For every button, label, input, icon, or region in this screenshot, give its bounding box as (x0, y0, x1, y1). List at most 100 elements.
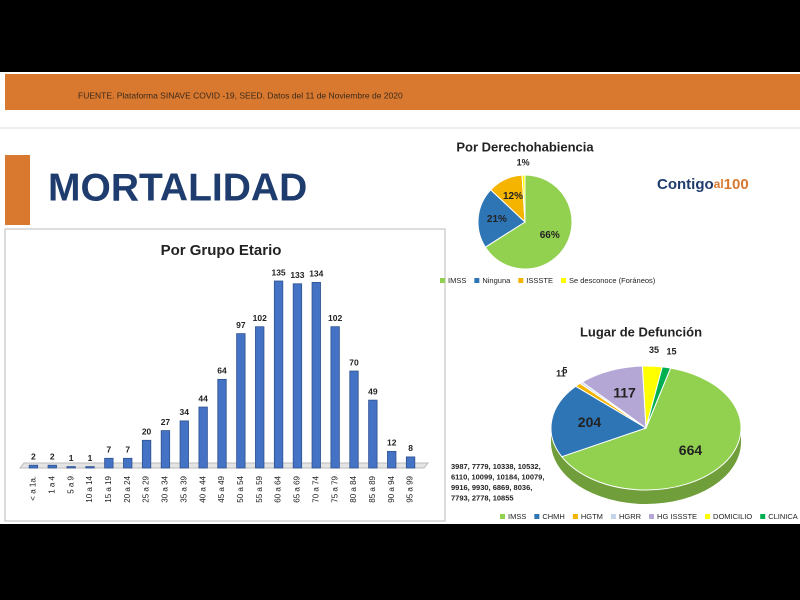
x-tick-label: 45 a 49 (217, 475, 226, 502)
data-label: 44 (198, 393, 208, 403)
x-tick-label: 75 a 79 (330, 475, 339, 502)
bar (198, 406, 208, 469)
x-tick-label: 90 a 94 (387, 475, 396, 502)
bar (387, 450, 397, 469)
legend-label: DOMICILIO (713, 512, 752, 521)
legend-label: Se desconoce (Foráneos) (569, 276, 656, 285)
chart-frame (4, 228, 446, 522)
legend-swatch (474, 278, 480, 283)
x-tick-label: < a 1a. (29, 476, 38, 501)
legend-swatch (440, 278, 445, 283)
legend-label: Ninguna (482, 276, 511, 285)
x-tick-label: 65 a 69 (293, 475, 302, 502)
source-text: FUENTE. Plataforma SINAVE COVID -19, SEE… (78, 90, 403, 100)
data-label: 11 (556, 368, 566, 378)
x-tick-label: 50 a 54 (236, 475, 245, 502)
bar (28, 464, 39, 469)
x-tick-label: 40 a 44 (198, 475, 207, 502)
x-tick-label: 20 a 24 (123, 475, 132, 502)
logo-part: al (714, 177, 724, 191)
pie-slice (560, 367, 742, 491)
bar (330, 326, 340, 469)
legend-label: ISSSTE (526, 276, 553, 285)
data-label: 5 (562, 366, 567, 376)
pie-slice (645, 366, 672, 429)
legend-swatch (649, 514, 655, 519)
data-label: 2 (50, 451, 55, 461)
data-label: 34 (180, 407, 190, 417)
bar (349, 370, 359, 469)
bar (292, 283, 303, 469)
bar (85, 466, 95, 469)
logo: Contigoal100 (657, 176, 749, 193)
legend-label: HGRR (619, 512, 642, 521)
data-label: 7 (125, 445, 130, 455)
data-label: 135 (271, 267, 285, 277)
bar (141, 439, 152, 469)
bar (236, 333, 246, 469)
pie-slice (484, 174, 573, 270)
bar (104, 457, 114, 469)
legend-swatch (518, 278, 524, 283)
title-accent (5, 155, 30, 225)
pie-slice (521, 174, 526, 223)
annotation: 9916, 9930, 6869, 8036, (451, 483, 532, 492)
data-label: 8 (408, 443, 413, 453)
pie-slice (581, 365, 647, 430)
bar (160, 430, 171, 469)
logo-part: Contigo (657, 176, 714, 193)
annotation: 6110, 10099, 10184, 10079, (451, 472, 544, 481)
data-label: 20 (142, 427, 152, 437)
legend-swatch (610, 514, 616, 519)
bar (47, 464, 57, 469)
x-tick-label: 5 a 9 (66, 475, 75, 493)
data-label: 102 (328, 313, 342, 323)
chart-title: Por Derechohabiencia (456, 139, 594, 154)
legend-swatch (534, 514, 540, 519)
data-label: 97 (236, 320, 246, 330)
legend-swatch (500, 514, 505, 519)
data-label: 7 (106, 445, 111, 455)
data-label: 664 (679, 442, 703, 458)
data-label: 133 (290, 270, 304, 280)
legend-label: HGTM (581, 512, 603, 521)
x-tick-label: 85 a 89 (368, 475, 377, 502)
slide-title: MORTALIDAD (48, 166, 307, 209)
data-label: 1% (517, 158, 530, 168)
data-label: 70 (349, 357, 359, 367)
pie-slice (550, 385, 648, 458)
data-label: 102 (253, 313, 267, 323)
legend-swatch (705, 514, 711, 519)
x-tick-label: 10 a 14 (85, 475, 94, 502)
x-tick-label: 15 a 19 (104, 475, 113, 502)
header-band (5, 74, 800, 110)
legend-label: HG ISSSTE (657, 512, 697, 521)
logo-part: 100 (724, 176, 749, 193)
bar (217, 378, 227, 469)
bar (273, 280, 284, 469)
bar (311, 281, 321, 469)
data-label: 27 (161, 417, 171, 427)
legend-label: CHMH (542, 512, 565, 521)
x-tick-label: 55 a 59 (255, 475, 264, 502)
data-label: 204 (578, 414, 602, 430)
data-label: 49 (368, 386, 378, 396)
legend-swatch (560, 278, 566, 283)
legend-swatch (760, 514, 766, 519)
x-tick-label: 95 a 99 (406, 475, 415, 502)
x-tick-label: 70 a 74 (311, 475, 320, 502)
data-label: 66% (540, 230, 560, 241)
data-label: 21% (487, 214, 507, 225)
x-tick-label: 1 a 4 (47, 475, 56, 493)
x-tick-label: 35 a 39 (179, 475, 188, 502)
legend-label: IMSS (508, 512, 526, 521)
annotation: 3987, 7779, 10338, 10532, (451, 462, 541, 471)
annotation: 7793, 2778, 10855 (451, 493, 514, 502)
bar (405, 456, 416, 469)
legend-swatch (572, 514, 578, 519)
bar (255, 326, 265, 469)
data-label: 12% (503, 191, 523, 202)
data-label: 2 (31, 451, 36, 461)
